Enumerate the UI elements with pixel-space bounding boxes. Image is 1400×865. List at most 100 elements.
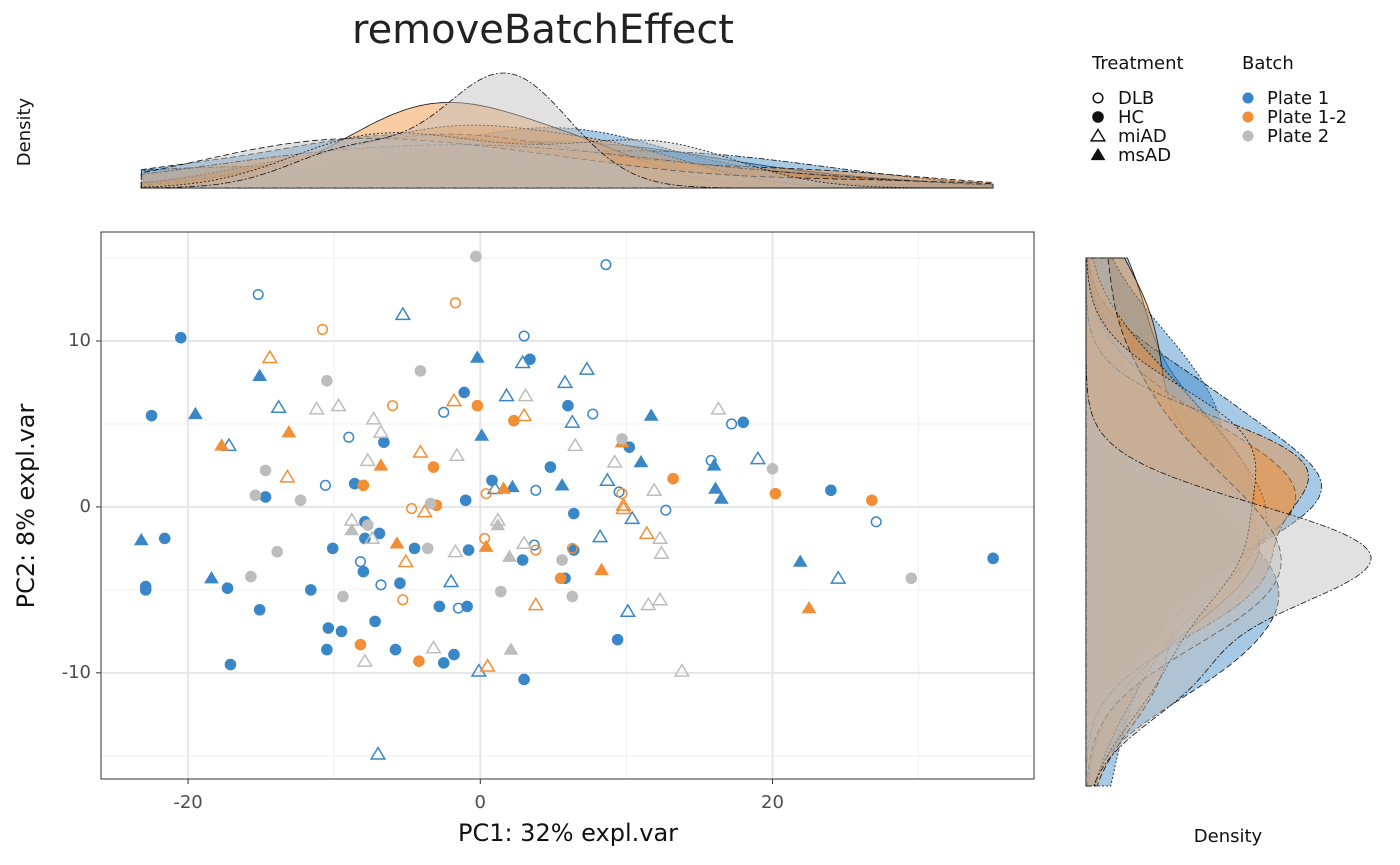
point: [369, 615, 381, 628]
legend-label: Plate 1: [1267, 88, 1329, 109]
legend-symbol: [1242, 111, 1254, 123]
point: [433, 600, 446, 613]
point: [599, 472, 616, 486]
point: [373, 527, 386, 540]
point: [369, 746, 387, 760]
point: [616, 488, 628, 500]
point: [316, 323, 329, 335]
point: [478, 539, 494, 552]
point: [564, 414, 581, 428]
right-density: [1085, 258, 1372, 787]
point: [224, 658, 237, 671]
point: [870, 516, 882, 528]
point: [594, 562, 609, 576]
legend-symbol: [1090, 147, 1106, 161]
point: [406, 503, 418, 515]
legend-title: Batch: [1242, 53, 1294, 74]
point: [389, 536, 405, 549]
point: [330, 397, 347, 412]
y-tick-label: 0: [80, 496, 91, 517]
point: [490, 517, 506, 531]
point: [448, 648, 460, 661]
point: [337, 590, 349, 603]
point: [158, 532, 171, 545]
point: [633, 454, 649, 468]
point: [214, 438, 230, 451]
point: [442, 573, 460, 588]
point: [259, 464, 272, 477]
point: [408, 542, 421, 555]
legend-symbol: [1242, 92, 1254, 104]
point: [421, 542, 434, 555]
point: [600, 259, 612, 271]
point: [640, 596, 657, 611]
point: [356, 653, 374, 667]
point: [321, 643, 333, 656]
point: [866, 494, 878, 507]
point: [660, 504, 672, 516]
legend-label: HC: [1118, 107, 1144, 128]
point: [554, 478, 570, 491]
point: [766, 462, 779, 475]
point: [591, 528, 609, 543]
legend-title: Treatment: [1091, 53, 1184, 74]
point: [322, 622, 335, 634]
point: [470, 250, 482, 263]
point: [726, 418, 738, 430]
point: [394, 306, 411, 321]
point: [667, 472, 679, 485]
point: [713, 491, 729, 504]
point: [462, 544, 475, 556]
point: [516, 554, 529, 566]
x-axis-label: PC1: 32% expl.var: [458, 819, 678, 847]
point: [498, 387, 515, 402]
point: [133, 532, 149, 546]
point: [566, 542, 578, 554]
point: [749, 450, 767, 465]
point: [471, 399, 484, 412]
point: [357, 565, 370, 578]
point: [253, 603, 266, 616]
top-density-label: Density: [14, 97, 35, 166]
point: [554, 572, 567, 585]
plot-border: [100, 231, 1035, 780]
point: [281, 425, 297, 438]
point: [365, 411, 382, 425]
point: [673, 663, 691, 677]
point: [261, 349, 279, 364]
point: [437, 657, 450, 669]
point: [486, 480, 504, 495]
point: [706, 458, 722, 471]
point: [562, 399, 574, 412]
point: [567, 507, 580, 520]
point: [567, 437, 584, 452]
x-tick-label: -20: [173, 792, 202, 813]
point: [425, 639, 442, 654]
top-density: [140, 137, 994, 189]
point: [416, 503, 433, 518]
top-density: [140, 124, 994, 189]
point: [458, 386, 471, 399]
point: [279, 469, 296, 483]
point: [361, 519, 374, 531]
point: [375, 579, 387, 591]
point: [530, 544, 542, 556]
x-tick-label: 20: [761, 792, 784, 813]
point: [645, 482, 663, 496]
point: [139, 584, 152, 596]
right-density: [1085, 258, 1309, 787]
right-density: [1085, 257, 1282, 787]
point: [556, 554, 568, 566]
legend-symbol: [1089, 128, 1107, 142]
top-density: [140, 150, 994, 189]
point: [245, 570, 257, 583]
point: [469, 350, 485, 363]
point: [447, 543, 464, 558]
point: [615, 500, 632, 515]
point: [479, 658, 496, 672]
chart-title: removeBatchEffect: [352, 7, 734, 53]
point: [174, 331, 187, 344]
right-density: [1085, 257, 1256, 787]
